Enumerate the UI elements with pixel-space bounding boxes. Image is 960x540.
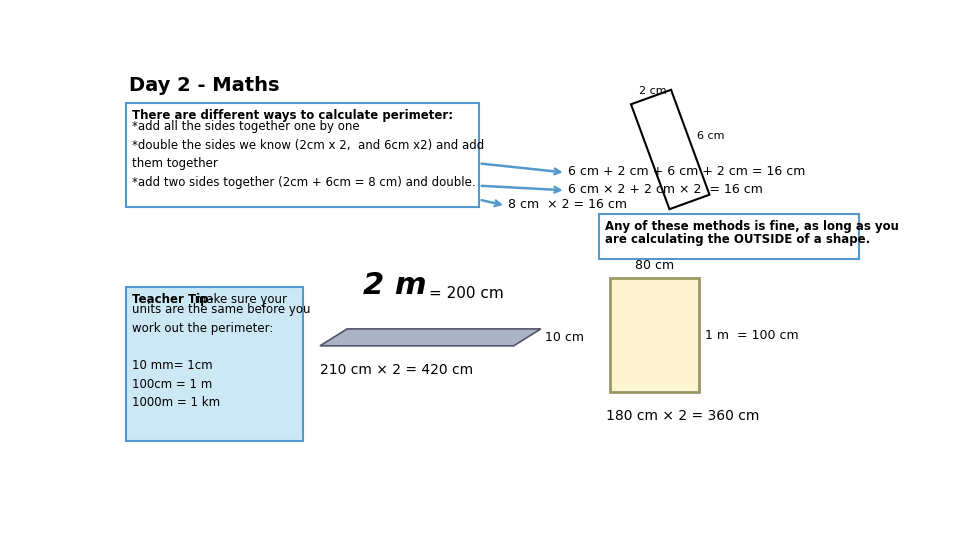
Text: 80 cm: 80 cm [635, 259, 674, 272]
Text: Teacher Tip-: Teacher Tip- [132, 293, 214, 306]
FancyBboxPatch shape [126, 287, 303, 441]
Text: *add all the sides together one by one
*double the sides we know (2cm x 2,  and : *add all the sides together one by one *… [132, 120, 485, 189]
Text: = 200 cm: = 200 cm [429, 286, 504, 301]
Text: 10 cm: 10 cm [544, 331, 584, 344]
Text: 6 cm × 2 + 2 cm × 2  = 16 cm: 6 cm × 2 + 2 cm × 2 = 16 cm [568, 183, 763, 196]
Text: 8 cm  × 2 = 16 cm: 8 cm × 2 = 16 cm [508, 198, 627, 212]
Text: make sure your: make sure your [190, 293, 286, 306]
Text: There are different ways to calculate perimeter:: There are different ways to calculate pe… [132, 110, 453, 123]
Text: 1 m  = 100 cm: 1 m = 100 cm [706, 328, 799, 342]
Text: are calculating the OUTSIDE of a shape.: are calculating the OUTSIDE of a shape. [605, 233, 871, 246]
Text: 6 cm + 2 cm + 6 cm + 2 cm = 16 cm: 6 cm + 2 cm + 6 cm + 2 cm = 16 cm [568, 165, 805, 178]
Text: 2 m: 2 m [363, 271, 426, 300]
Text: Day 2 - Maths: Day 2 - Maths [130, 76, 279, 96]
Text: 210 cm × 2 = 420 cm: 210 cm × 2 = 420 cm [320, 363, 473, 377]
Text: 6 cm: 6 cm [697, 131, 725, 141]
Polygon shape [320, 329, 540, 346]
Text: Any of these methods is fine, as long as you: Any of these methods is fine, as long as… [605, 220, 899, 233]
Text: 2 cm: 2 cm [639, 86, 667, 96]
FancyBboxPatch shape [610, 278, 699, 392]
FancyBboxPatch shape [599, 214, 858, 259]
FancyBboxPatch shape [126, 103, 479, 207]
Text: 180 cm × 2 = 360 cm: 180 cm × 2 = 360 cm [606, 409, 759, 423]
Text: units are the same before you
work out the perimeter:

10 mm= 1cm
100cm = 1 m
10: units are the same before you work out t… [132, 303, 311, 409]
